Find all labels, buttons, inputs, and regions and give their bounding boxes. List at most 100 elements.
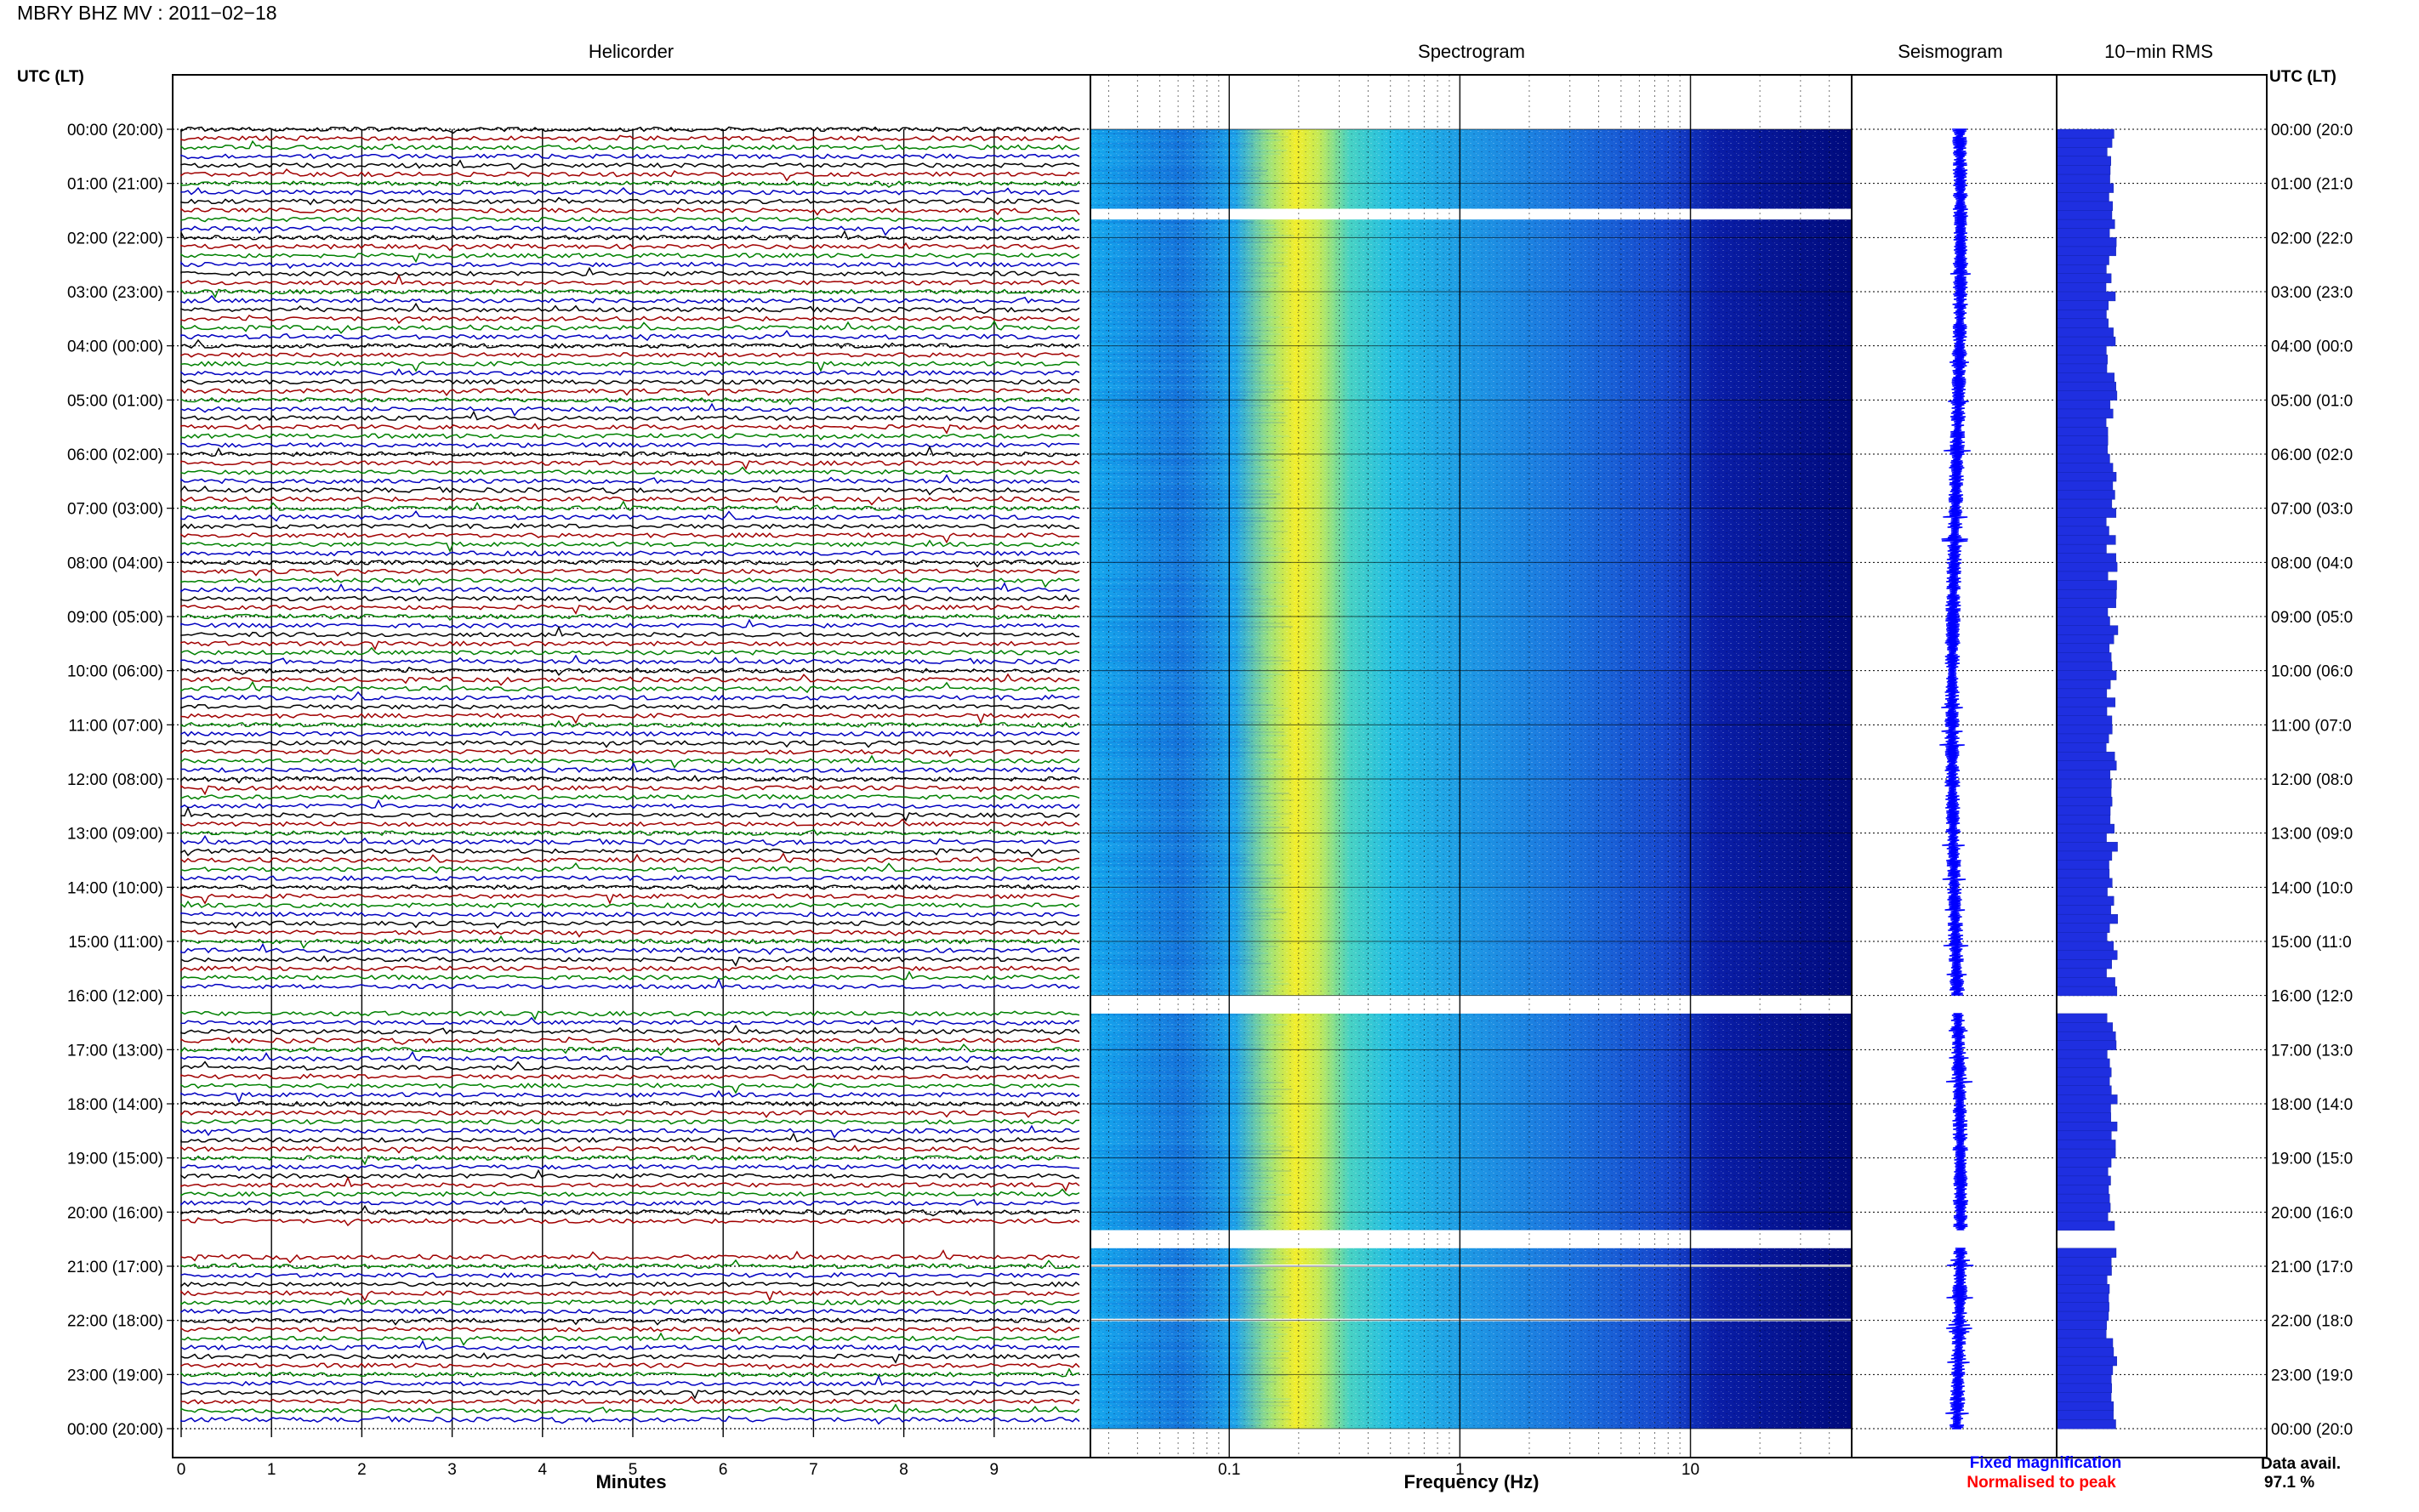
rms-bar — [2056, 842, 2118, 852]
helicorder-trace — [180, 274, 1080, 287]
rms-bar — [2056, 508, 2117, 518]
rms-bar — [2056, 1112, 2111, 1123]
data-avail-label: Data avail. — [2261, 1455, 2341, 1473]
helicorder-trace — [180, 1198, 1080, 1207]
rms-bar — [2056, 588, 2117, 600]
helicorder-trace — [180, 441, 1080, 449]
time-label-left: 14:00 (10:00) — [67, 879, 163, 897]
rms-bar — [2056, 418, 2107, 428]
helicorder-trace — [180, 605, 1080, 616]
time-label-right: 09:00 (05:0 — [2271, 609, 2353, 627]
time-label-left: 15:00 (11:00) — [68, 934, 163, 952]
helicorder-trace — [180, 1204, 1080, 1217]
time-label-right: 03:00 (23:0 — [2271, 284, 2353, 302]
rms-bar — [2056, 625, 2119, 635]
helicorder-trace — [180, 1118, 1080, 1125]
helicorder-trace — [180, 900, 1080, 909]
rms-bar — [2056, 1013, 2108, 1024]
rms-bar — [2056, 228, 2110, 238]
helicorder-trace — [180, 828, 1080, 837]
helicorder-trace — [180, 287, 1080, 299]
spectrogram-gap — [1090, 995, 1852, 1014]
rms-bar — [2056, 1310, 2109, 1322]
time-label-left: 22:00 (18:00) — [67, 1313, 163, 1331]
helicorder-trace — [180, 180, 1080, 189]
helicorder-trace — [180, 1132, 1080, 1143]
rms-bar — [2056, 255, 2109, 265]
time-label-right: 00:00 (20:0 — [2271, 122, 2353, 139]
rms-bar — [2056, 173, 2110, 185]
helicorder-trace — [180, 1217, 1080, 1227]
rms-bar — [2056, 887, 2108, 897]
helicorder-trace — [180, 1083, 1080, 1094]
minute-tick-label: 2 — [357, 1461, 367, 1479]
helicorder-trace — [180, 338, 1080, 350]
helicorder-trace — [180, 818, 1080, 827]
rms-bar — [2056, 291, 2116, 302]
helicorder-trace — [180, 1010, 1080, 1020]
time-label-left: 09:00 (05:00) — [67, 609, 163, 627]
minute-tick-label: 3 — [447, 1461, 457, 1479]
helicorder-trace — [180, 1403, 1080, 1414]
rms-bar — [2056, 156, 2111, 166]
rms-bar — [2056, 310, 2107, 320]
time-label-left: 00:00 (20:00) — [67, 122, 163, 139]
rms-bar — [2056, 1265, 2112, 1276]
rms-bar — [2056, 1220, 2115, 1231]
helicorder-trace — [180, 874, 1080, 882]
rms-bar — [2056, 778, 2112, 789]
time-label-right: 02:00 (22:0 — [2271, 230, 2353, 247]
rms-bar — [2056, 526, 2109, 537]
rms-bar — [2056, 706, 2108, 717]
rms-bar — [2056, 770, 2111, 780]
time-label-left: 18:00 (14:00) — [67, 1096, 163, 1114]
time-label-left: 03:00 (23:00) — [67, 284, 163, 302]
rms-bar — [2056, 237, 2117, 247]
helicorder-trace — [180, 1339, 1080, 1353]
rms-bar — [2056, 1419, 2116, 1430]
rms-bar — [2056, 679, 2111, 690]
helicorder-trace — [180, 713, 1080, 725]
time-label-left: 19:00 (15:00) — [67, 1151, 163, 1168]
helicorder-trace — [180, 673, 1080, 686]
helicorder-trace — [180, 935, 1080, 950]
helicorder-trace — [180, 159, 1080, 170]
rms-bar — [2056, 282, 2107, 293]
rms-bar — [2056, 950, 2118, 960]
helicorder-title: Helicorder — [588, 41, 674, 62]
helicorder-trace — [180, 266, 1080, 277]
helicorder-trace — [180, 970, 1080, 981]
helicorder-trace — [180, 762, 1080, 773]
rms-bar — [2056, 1067, 2112, 1077]
rms-bar — [2056, 498, 2113, 509]
helicorder-trace — [180, 929, 1080, 938]
helicorder-trace — [180, 216, 1080, 223]
helicorder-trace — [180, 1308, 1080, 1315]
rms-bar — [2056, 1193, 2110, 1204]
helicorder-trace — [180, 942, 1080, 956]
time-label-left: 16:00 (12:00) — [67, 988, 163, 1006]
helicorder-trace — [180, 774, 1080, 784]
helicorder-trace — [180, 378, 1080, 385]
helicorder-trace — [180, 329, 1080, 342]
rms-bar — [2056, 913, 2118, 924]
helicorder-trace — [180, 1415, 1080, 1425]
rms-bar — [2056, 1040, 2117, 1050]
rms-bar — [2056, 959, 2112, 969]
minute-tick-label: 7 — [809, 1461, 818, 1479]
time-label-left: 04:00 (00:00) — [67, 338, 163, 356]
helicorder-trace — [180, 884, 1080, 891]
rms-bar — [2056, 1076, 2110, 1087]
helicorder-trace — [180, 1036, 1079, 1046]
frequency-axis-label: Frequency (Hz) — [1403, 1471, 1540, 1492]
rms-bar — [2056, 742, 2107, 753]
helicorder-trace — [180, 911, 1080, 918]
helicorder-trace — [180, 1362, 1080, 1370]
rms-bar — [2056, 408, 2114, 419]
rms-bar — [2056, 128, 2114, 139]
helicorder-trace — [180, 1155, 1080, 1166]
time-label-right: 19:00 (15:0 — [2271, 1151, 2353, 1168]
rms-bar — [2056, 1212, 2109, 1222]
helicorder-trace — [180, 351, 1080, 358]
rms-bar — [2056, 327, 2114, 338]
